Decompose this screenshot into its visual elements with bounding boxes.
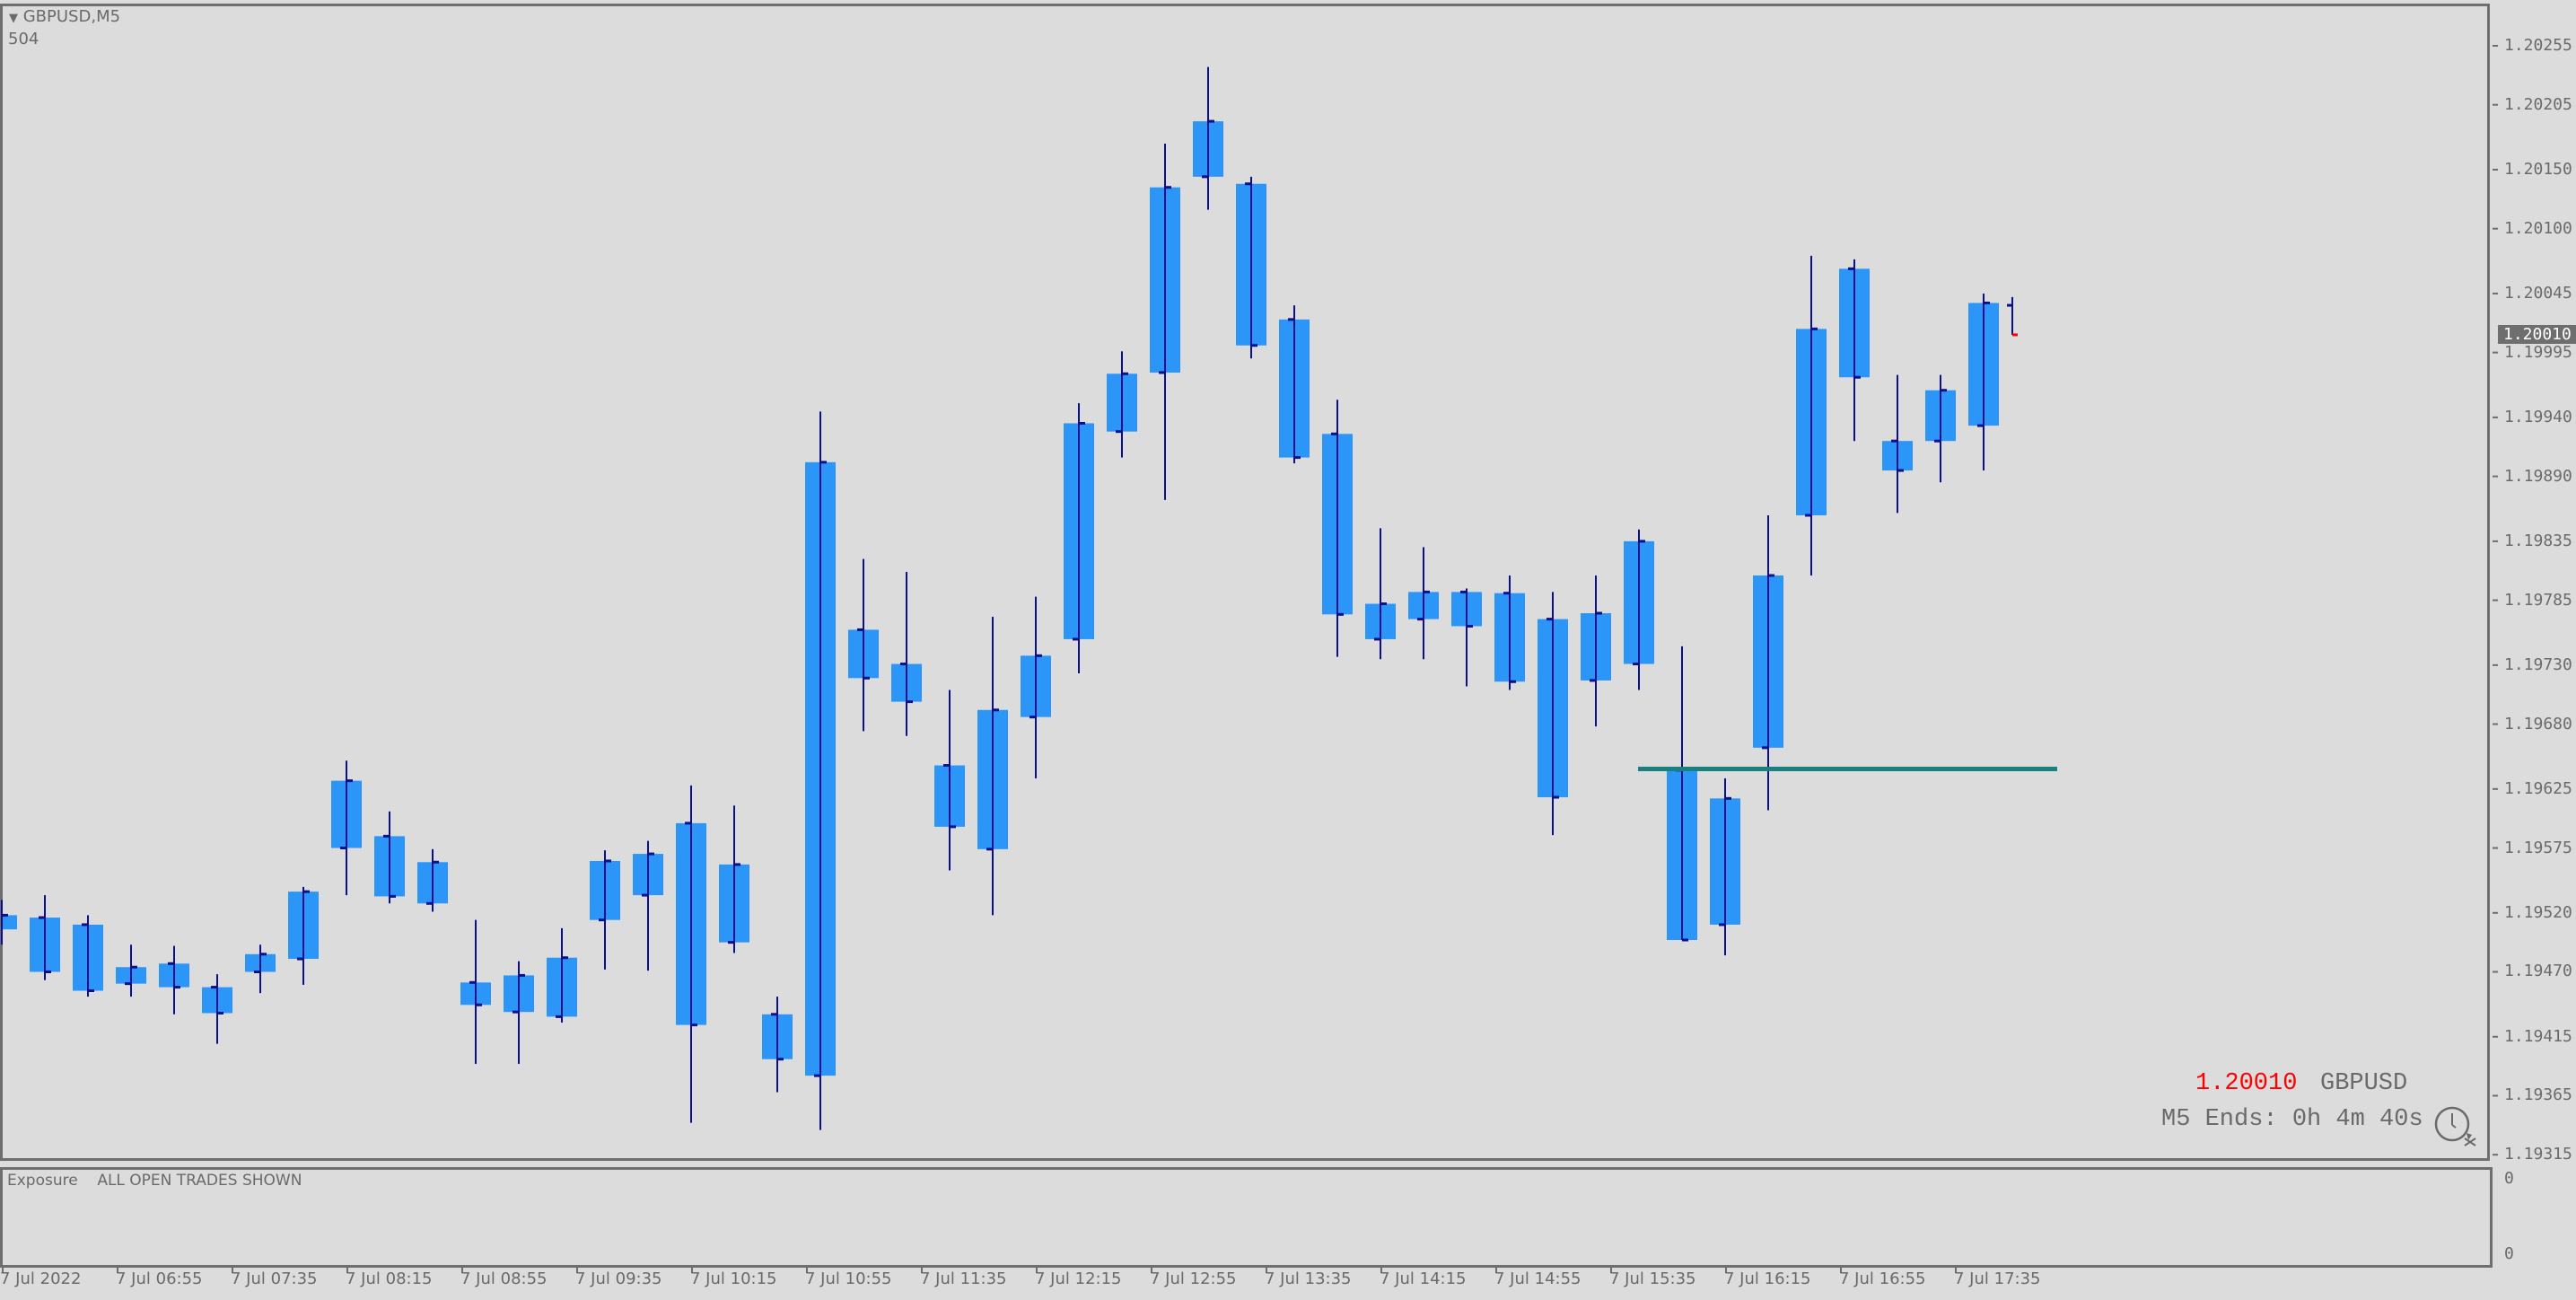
time-tick-label: 7 Jul 09:35: [575, 1269, 662, 1288]
price-tick-label: 1.19835: [2504, 531, 2572, 550]
time-tick-label: 7 Jul 10:15: [690, 1269, 777, 1288]
price-tick-label: 1.20045: [2504, 283, 2572, 303]
time-tick-label: 7 Jul 14:15: [1380, 1269, 1467, 1288]
price-tick-label: 1.19575: [2504, 838, 2572, 857]
overlay-price: 1.20010: [2195, 1070, 2298, 1097]
indicator-label: Exposure ALL OPEN TRADES SHOWN: [7, 1172, 302, 1190]
main-chart-panel[interactable]: [0, 4, 2490, 1161]
sub-value: 504: [8, 30, 39, 48]
time-tick-label: 7 Jul 11:35: [920, 1269, 1007, 1288]
price-tick-label: 1.19470: [2504, 962, 2572, 981]
indicator-axis-bottom: 0: [2504, 1244, 2514, 1263]
symbol-timeframe: GBPUSD,M5: [22, 7, 121, 26]
time-tick-label: 7 Jul 08:55: [460, 1269, 548, 1288]
price-tick-label: 1.19625: [2504, 778, 2572, 798]
price-tick-label: 1.19680: [2504, 714, 2572, 733]
chart-title[interactable]: ▼ GBPUSD,M5: [9, 7, 120, 26]
time-tick-label: 7 Jul 14:55: [1494, 1269, 1582, 1288]
price-tick-label: 1.20150: [2504, 159, 2572, 179]
price-tick-label: 1.20255: [2504, 36, 2572, 55]
price-tick-label: 1.19365: [2504, 1085, 2572, 1105]
time-tick-label: 7 Jul 16:55: [1839, 1269, 1926, 1288]
time-tick-label: 7 Jul 16:15: [1724, 1269, 1811, 1288]
price-tick-label: 1.19415: [2504, 1026, 2572, 1046]
time-tick-label: 7 Jul 06:55: [116, 1269, 203, 1288]
time-tick-label: 7 Jul 12:55: [1150, 1269, 1237, 1288]
current-price-label: 1.20010: [2498, 324, 2576, 344]
time-tick-label: 7 Jul 15:35: [1609, 1269, 1696, 1288]
candle-body: [3, 915, 17, 930]
time-tick-label: 7 Jul 12:15: [1035, 1269, 1122, 1288]
time-tick-label: 7 Jul 10:55: [805, 1269, 892, 1288]
price-tick-label: 1.19315: [2504, 1145, 2572, 1164]
price-tick-label: 1.20205: [2504, 94, 2572, 114]
bar-countdown: M5 Ends: 0h 4m 40s: [2161, 1106, 2423, 1133]
indicator-name: Exposure: [7, 1172, 78, 1190]
indicator-axis-top: 0: [2504, 1169, 2514, 1188]
price-tick-label: 1.19940: [2504, 407, 2572, 426]
price-tick-label: 1.19785: [2504, 590, 2572, 610]
time-tick-label: 7 Jul 2022: [0, 1269, 82, 1288]
triangle-down-icon[interactable]: ▼: [9, 12, 18, 25]
time-tick-label: 7 Jul 13:35: [1265, 1269, 1352, 1288]
price-tick-label: 1.19995: [2504, 342, 2572, 362]
price-tick-label: 1.19730: [2504, 654, 2572, 674]
price-tick-label: 1.19890: [2504, 466, 2572, 486]
indicator-status: ALL OPEN TRADES SHOWN: [97, 1172, 302, 1190]
price-tick-label: 1.20100: [2504, 218, 2572, 238]
clock-icon: [2434, 1106, 2476, 1146]
overlay-symbol: GBPUSD: [2320, 1070, 2408, 1097]
price-tick-label: 1.19520: [2504, 902, 2572, 922]
time-tick-label: 7 Jul 08:15: [346, 1269, 433, 1288]
time-tick-label: 7 Jul 07:35: [231, 1269, 318, 1288]
time-tick-label: 7 Jul 17:35: [1954, 1269, 2041, 1288]
indicator-panel[interactable]: [0, 1167, 2493, 1268]
